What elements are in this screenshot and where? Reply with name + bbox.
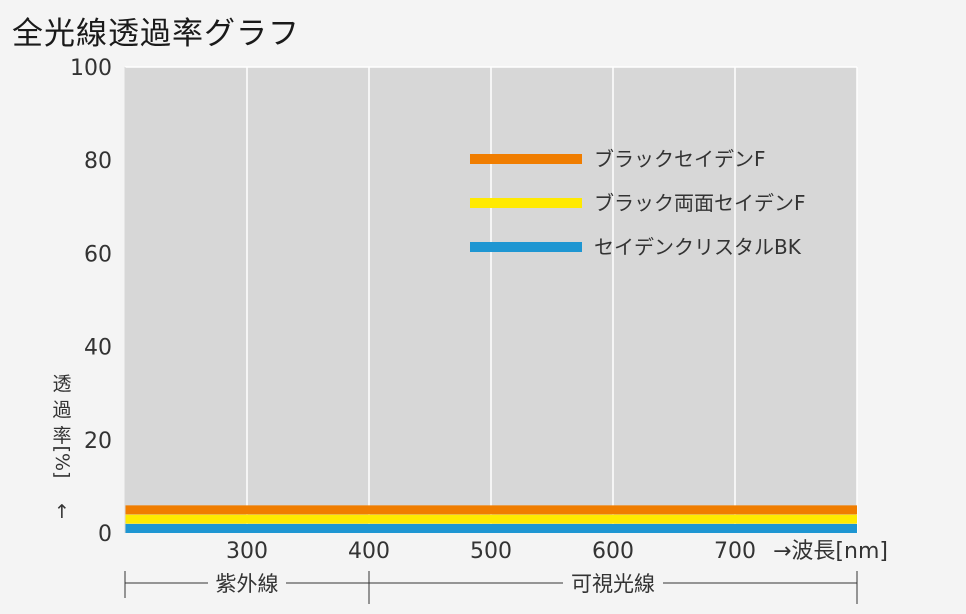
x-tick-label: 500 [470, 539, 512, 564]
series-line [125, 514, 857, 524]
y-tick-label: 60 [84, 242, 112, 267]
y-axis-label-char: 過 [52, 399, 71, 421]
y-axis-label-char: 率 [52, 425, 71, 447]
x-tick-label: 300 [226, 539, 268, 564]
legend-label: ブラック両面セイデンF [594, 191, 806, 215]
region-label: 可視光線 [571, 572, 655, 596]
legend-swatch [470, 198, 582, 208]
x-tick-label: 700 [714, 539, 756, 564]
y-tick-label: 20 [84, 429, 112, 454]
region-label: 紫外線 [216, 572, 279, 596]
legend-label: ブラックセイデンF [594, 147, 766, 171]
y-tick-label: 80 [84, 149, 112, 174]
x-tick-label: 400 [348, 539, 390, 564]
y-tick-label: 40 [84, 336, 112, 361]
y-tick-label: 100 [70, 56, 112, 81]
y-axis-label-char: 透 [52, 373, 71, 395]
series-line [125, 524, 857, 533]
x-tick-label: 600 [592, 539, 634, 564]
series-line [125, 505, 857, 515]
x-axis-unit-label: →波長[nm] [773, 539, 888, 564]
legend-swatch [470, 154, 582, 164]
y-axis-label-unit: [%] [51, 446, 73, 479]
y-axis-arrow: ↑ [54, 501, 70, 523]
legend-swatch [470, 242, 582, 252]
chart-title: 全光線透過率グラフ [12, 16, 300, 52]
y-tick-label: 0 [98, 522, 112, 547]
legend-label: セイデンクリスタルBK [594, 235, 802, 259]
